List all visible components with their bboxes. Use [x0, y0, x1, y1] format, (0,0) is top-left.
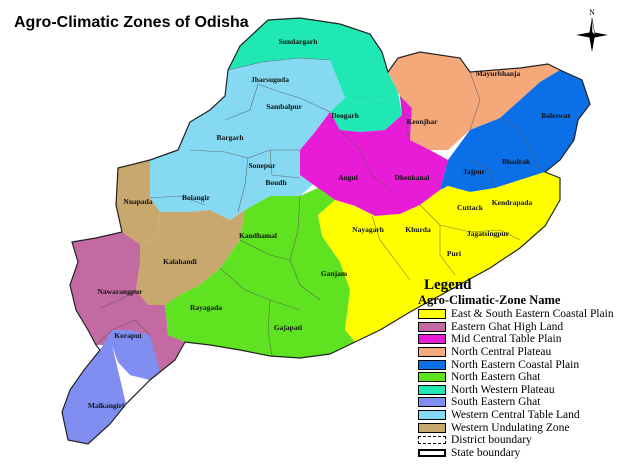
compass-rose-icon [576, 17, 608, 52]
legend-swatch [418, 334, 446, 345]
district-label: Baleswar [541, 111, 571, 120]
district-label: Ganjam [321, 269, 348, 278]
district-label: Boudh [265, 178, 287, 187]
legend-item: North Eastern Coastal Plain [418, 358, 624, 371]
legend-label: Mid Central Table Plain [451, 333, 562, 346]
district-label: Malkangiri [88, 401, 124, 410]
district-label: Dhenkanal [394, 173, 429, 182]
district-label: Sambalpur [266, 102, 303, 111]
district-label: Angul [338, 173, 358, 182]
district-label: Deogarh [331, 111, 359, 120]
legend: Legend Agro-Climatic-Zone Name East & So… [418, 277, 624, 459]
district-label: Keonjhar [407, 117, 439, 126]
legend-label: North Central Plateau [451, 346, 552, 359]
zone-mid-central-table-plain [300, 96, 448, 216]
district-label: Kendrapada [492, 198, 533, 207]
district-label: Jajpur [463, 167, 485, 176]
legend-zone-list: East & South Eastern Coastal Plain Easter… [418, 308, 624, 434]
zone-western-undulating-kalahandi [136, 210, 245, 305]
legend-item: South Eastern Ghat [418, 396, 624, 409]
legend-item: North Central Plateau [418, 346, 624, 359]
legend-item: East & South Eastern Coastal Plain [418, 308, 624, 321]
district-label: Nawarangpur [97, 287, 143, 296]
legend-label: North Western Plateau [451, 383, 555, 396]
legend-state-boundary: State boundary [418, 447, 624, 460]
district-label: Bolangir [182, 193, 211, 202]
legend-label: South Eastern Ghat [451, 396, 541, 409]
district-labels: Sundargarh Jharsuguda Sambalpur Deogarh Barg… [88, 37, 572, 410]
zone-north-central-plateau [388, 52, 560, 150]
district-label: Koraput [114, 331, 142, 340]
legend-item: Mid Central Table Plain [418, 333, 624, 346]
district-label: Jagatsingpur [467, 229, 510, 238]
legend-swatch [418, 347, 446, 358]
legend-swatch [418, 372, 446, 383]
district-label: Bhadrak [502, 157, 531, 166]
district-label: Cuttack [457, 203, 484, 212]
legend-swatch [418, 309, 446, 320]
district-label: Nayagarh [352, 225, 384, 234]
legend-label: North Eastern Ghat [451, 371, 541, 384]
district-label: Kalahandi [163, 257, 197, 266]
north-arrow: N [572, 8, 612, 56]
zone-eastern-ghat-high-land [70, 232, 185, 380]
legend-swatch [418, 384, 446, 395]
legend-item: Western Undulating Zone [418, 421, 624, 434]
zone-north-western-plateau-deogarh [330, 92, 402, 132]
legend-label: Eastern Ghat High Land [451, 320, 564, 333]
legend-swatch [418, 422, 446, 433]
district-label: Khurda [405, 225, 431, 234]
legend-item: Western Central Table Land [418, 409, 624, 422]
legend-swatch [418, 359, 446, 370]
district-label: Sonepur [248, 161, 276, 170]
legend-title: Legend [424, 277, 472, 293]
legend-swatch [418, 397, 446, 408]
north-label: N [589, 8, 595, 17]
zone-south-eastern-ghat [62, 330, 160, 444]
map-title: Agro-Climatic Zones of Odisha [14, 14, 249, 31]
legend-label: Western Undulating Zone [451, 421, 570, 434]
district-label: Bargarh [216, 133, 244, 142]
state-boundary-outline [61, 17, 591, 445]
district-label: Kandhamal [239, 231, 277, 240]
zone-north-western-plateau [228, 18, 398, 104]
legend-swatch [418, 321, 446, 332]
zone-western-central-table-land [150, 58, 345, 220]
district-label: Nuapada [123, 197, 152, 206]
solid-line-icon [418, 448, 446, 457]
zone-east-south-eastern-coastal-plain [318, 172, 560, 342]
dashed-line-icon [418, 436, 446, 445]
legend-label: East & South Eastern Coastal Plain [451, 308, 614, 321]
zone-north-eastern-ghat [165, 188, 355, 358]
zone-western-undulating-nuapada [116, 160, 160, 244]
legend-item: North Eastern Ghat [418, 371, 624, 384]
district-label: Gajapati [274, 323, 302, 332]
district-label: Rayagada [190, 303, 222, 312]
district-label: Puri [447, 249, 461, 258]
legend-item: North Western Plateau [418, 384, 624, 397]
legend-swatch [418, 410, 446, 421]
legend-label: North Eastern Coastal Plain [451, 358, 580, 371]
legend-item: Eastern Ghat High Land [418, 321, 624, 334]
district-label: Jharsuguda [251, 75, 289, 84]
district-label: Sundargarh [279, 37, 319, 46]
legend-label: Western Central Table Land [451, 409, 580, 422]
legend-district-boundary: District boundary [418, 434, 624, 447]
zone-north-eastern-coastal-plain [440, 70, 590, 192]
legend-subtitle: Agro-Climatic-Zone Name [418, 293, 561, 307]
district-label: Mayurbhanja [476, 69, 521, 78]
